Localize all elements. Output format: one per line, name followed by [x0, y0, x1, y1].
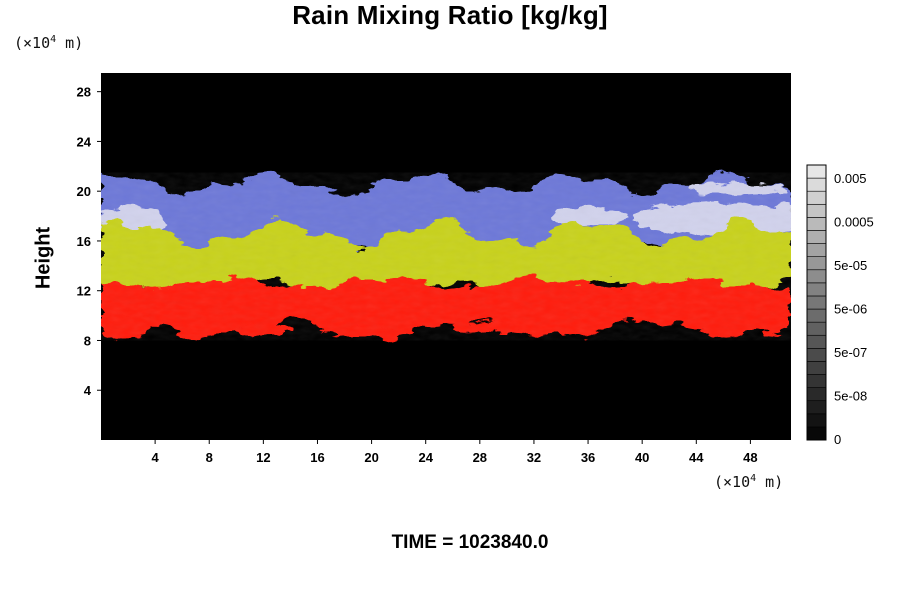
colorbar-step: [806, 243, 827, 257]
x-tick-label: 24: [418, 450, 433, 465]
y-tick-label: 20: [77, 184, 91, 199]
colorbar-label: 5e-06: [834, 302, 867, 317]
colorbar-step: [806, 374, 827, 388]
x-tick-label: 32: [527, 450, 541, 465]
y-tick-label: 12: [77, 284, 91, 299]
y-tick-label: 24: [77, 134, 92, 149]
x-tick-label: 28: [473, 450, 487, 465]
colorbar-step: [806, 164, 827, 179]
colorbar-frame: [806, 164, 827, 441]
texture-overlay: [101, 172, 791, 341]
colorbar-step: [806, 348, 827, 362]
x-tick-label: 36: [581, 450, 595, 465]
colorbar-step: [806, 256, 827, 271]
colorbar-label: 0: [834, 432, 841, 447]
colorbar-step: [806, 295, 827, 310]
colorbar-step: [806, 426, 827, 441]
colorbar-step: [806, 321, 827, 336]
colorbar-step: [806, 387, 827, 402]
time-annotation: TIME = 1023840.0: [391, 532, 549, 553]
colorbar-step: [806, 413, 827, 428]
y-tick-label: 16: [77, 234, 91, 249]
chart-title: Rain Mixing Ratio [kg/kg]: [292, 0, 608, 30]
y-tick-label: 28: [77, 85, 91, 100]
x-tick-label: 20: [364, 450, 378, 465]
x-tick-label: 16: [310, 450, 324, 465]
x-tick-label: 8: [206, 450, 213, 465]
colorbar-step: [806, 400, 827, 415]
colorbar-step: [806, 282, 827, 297]
colorbar-label: 0.005: [834, 171, 867, 186]
y-axis-unit: (×104 m): [14, 34, 84, 52]
colorbar-step: [806, 190, 827, 205]
x-tick-label: 40: [635, 450, 649, 465]
x-tick-label: 48: [743, 450, 757, 465]
x-axis-unit: (×104 m): [714, 473, 784, 491]
colorbar-label: 5e-05: [834, 258, 867, 273]
colorbar-label: 5e-08: [834, 389, 867, 404]
y-tick-label: 8: [84, 333, 91, 348]
colorbar-step: [806, 177, 827, 192]
field-layers: [101, 170, 791, 341]
colorbar-step: [806, 334, 827, 349]
colorbar-step: [806, 203, 827, 218]
colorbar-step: [806, 269, 827, 284]
colorbar-label: 5e-07: [834, 345, 867, 360]
colorbar-step: [806, 217, 827, 231]
colorbar-step: [806, 230, 827, 244]
x-tick-label: 12: [256, 450, 270, 465]
colorbar-step: [806, 361, 827, 375]
y-tick-label: 4: [84, 383, 92, 398]
x-tick-label: 44: [689, 450, 704, 465]
colorbar-label: 0.0005: [834, 215, 874, 230]
x-tick-label: 4: [152, 450, 160, 465]
colorbar-step: [806, 308, 827, 323]
